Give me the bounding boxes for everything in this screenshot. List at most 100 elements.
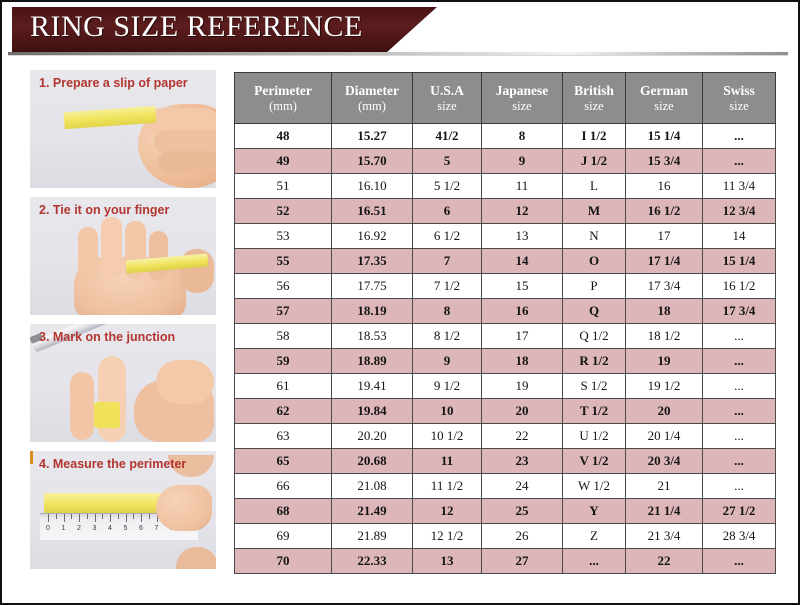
table-cell: ... bbox=[702, 323, 776, 349]
table-cell: 9 bbox=[412, 348, 482, 374]
table-cell: 68 bbox=[234, 498, 332, 524]
ruler-number: 0 bbox=[46, 525, 50, 532]
table-header: Perimeter (mm) Diameter (mm) U.S.A size … bbox=[234, 72, 776, 124]
table-cell: ... bbox=[702, 148, 776, 174]
table-row: 66 21.08 11 1/2 24 W 1/2 21... bbox=[234, 473, 776, 499]
table-cell: 63 bbox=[234, 423, 332, 449]
table-row: 48 15.27 41/2 8 I 1/2 15 1/4... bbox=[234, 123, 776, 149]
table-cell: R 1/2 bbox=[562, 348, 626, 374]
ruler-number: 7 bbox=[154, 525, 159, 532]
table-cell: 21 3/4 bbox=[625, 523, 703, 549]
column-unit: size bbox=[654, 98, 674, 113]
column-header-british: British size bbox=[562, 72, 626, 124]
table-cell: 70 bbox=[234, 548, 332, 574]
table-row: 65 20.68 11 23 V 1/2 20 3/4... bbox=[234, 448, 776, 474]
table-cell: 16 bbox=[625, 173, 703, 199]
table-cell: 11 3/4 bbox=[702, 173, 776, 199]
table-cell: 5 bbox=[412, 148, 482, 174]
table-cell: L bbox=[562, 173, 626, 199]
table-cell: 10 1/2 bbox=[412, 423, 482, 449]
ruler-number: 3 bbox=[92, 525, 97, 532]
step-1-photo bbox=[30, 70, 216, 188]
table-cell: 61 bbox=[234, 373, 332, 399]
table-header-row: Perimeter (mm) Diameter (mm) U.S.A size … bbox=[234, 72, 776, 124]
table-row: 57 18.19 8 16 Q 18 17 3/4 bbox=[234, 298, 776, 324]
table-cell: 41/2 bbox=[412, 123, 482, 149]
table-cell: 57 bbox=[234, 298, 332, 324]
table-cell: Y bbox=[562, 498, 626, 524]
table-cell: 15 1/4 bbox=[625, 123, 703, 149]
column-title: British bbox=[574, 83, 614, 99]
table-cell: 15 1/4 bbox=[702, 248, 776, 274]
table-cell: ... bbox=[702, 123, 776, 149]
ruler-number: 1 bbox=[61, 525, 66, 532]
header-banner: RING SIZE REFERENCE bbox=[12, 7, 437, 53]
table-cell: 25 bbox=[481, 498, 563, 524]
table-cell: 59 bbox=[234, 348, 332, 374]
column-title: Perimeter bbox=[254, 83, 312, 99]
table-cell: 8 1/2 bbox=[412, 323, 482, 349]
table-cell: 15.27 bbox=[331, 123, 413, 149]
table-cell: 19.84 bbox=[331, 398, 413, 424]
column-unit: size bbox=[584, 98, 604, 113]
column-unit: size bbox=[437, 98, 457, 113]
table-cell: 11 1/2 bbox=[412, 473, 482, 499]
column-header-japanese: Japanese size bbox=[481, 72, 563, 124]
table-cell: 18 1/2 bbox=[625, 323, 703, 349]
ruler-tick bbox=[156, 514, 158, 522]
table-cell: 69 bbox=[234, 523, 332, 549]
ruler-tick bbox=[110, 514, 111, 522]
table-cell: U 1/2 bbox=[562, 423, 626, 449]
ruler-tick bbox=[48, 514, 49, 522]
table-cell: 12 bbox=[412, 498, 482, 524]
table-row: 59 18.89 9 18 R 1/2 19... bbox=[234, 348, 776, 374]
table-cell: 20 bbox=[625, 398, 703, 424]
table-cell: 19.41 bbox=[331, 373, 413, 399]
ruler-tick bbox=[71, 514, 73, 519]
table-cell: 20.20 bbox=[331, 423, 413, 449]
column-title: Swiss bbox=[723, 83, 755, 99]
table-cell: ... bbox=[702, 348, 776, 374]
table-cell: 15 bbox=[481, 273, 563, 299]
ruler-number: 2 bbox=[77, 525, 81, 532]
table-cell: ... bbox=[702, 398, 776, 424]
table-cell: 17 bbox=[625, 223, 703, 249]
table-cell: 17 3/4 bbox=[702, 298, 776, 324]
table-cell: 28 3/4 bbox=[702, 523, 776, 549]
table-cell: 6 bbox=[412, 198, 482, 224]
table-cell: 49 bbox=[234, 148, 332, 174]
table-cell: 22 bbox=[481, 423, 563, 449]
ruler-number: 4 bbox=[108, 525, 112, 532]
table-cell: S 1/2 bbox=[562, 373, 626, 399]
step-3: 3. Mark on the junction bbox=[30, 324, 216, 442]
ruler-tick bbox=[94, 514, 96, 522]
table-cell: 12 bbox=[481, 198, 563, 224]
hand-shape bbox=[156, 360, 214, 404]
ruler-tick bbox=[141, 514, 142, 522]
table-cell: 21.49 bbox=[331, 498, 413, 524]
step-1-label: 1. Prepare a slip of paper bbox=[39, 76, 188, 90]
table-cell: M bbox=[562, 198, 626, 224]
table-cell: 8 bbox=[481, 123, 563, 149]
table-cell: 55 bbox=[234, 248, 332, 274]
table-cell: 18 bbox=[625, 298, 703, 324]
table-row: 56 17.75 7 1/2 15 P 17 3/4 16 1/2 bbox=[234, 273, 776, 299]
column-header-diameter: Diameter (mm) bbox=[331, 72, 413, 124]
table-cell: 17.35 bbox=[331, 248, 413, 274]
table-cell: 19 bbox=[625, 348, 703, 374]
ruler-tick bbox=[86, 514, 88, 519]
paper-strip bbox=[94, 402, 120, 428]
finger-shape bbox=[149, 231, 168, 281]
column-title: Diameter bbox=[345, 83, 399, 99]
column-unit: (mm) bbox=[269, 98, 297, 113]
table-cell: 18.89 bbox=[331, 348, 413, 374]
table-cell: 58 bbox=[234, 323, 332, 349]
finger-shape bbox=[78, 227, 98, 279]
table-row: 58 18.53 8 1/2 17 Q 1/2 18 1/2... bbox=[234, 323, 776, 349]
step-2-label: 2. Tie it on your finger bbox=[39, 203, 170, 217]
ring-size-table: Perimeter (mm) Diameter (mm) U.S.A size … bbox=[234, 72, 776, 574]
header-divider bbox=[8, 52, 788, 56]
table-cell: 19 bbox=[481, 373, 563, 399]
column-header-usa: U.S.A size bbox=[412, 72, 482, 124]
table-cell: 52 bbox=[234, 198, 332, 224]
